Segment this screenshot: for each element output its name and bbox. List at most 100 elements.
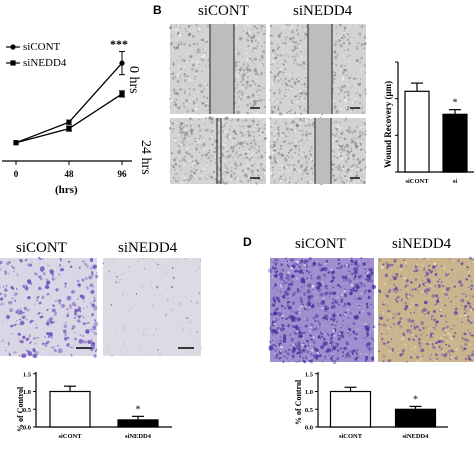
micrograph-b-sicont-0h-cell	[193, 82, 194, 84]
micrograph-b-sicont-0h-cell	[254, 82, 257, 86]
micrograph-b-sicont-0h-cell-highlight	[181, 26, 183, 28]
micrograph-b-sicont-0h-cell	[195, 98, 198, 101]
micrograph-b-sicont-0h-cell	[249, 58, 251, 60]
micrograph-b-sicont-0h-cell	[198, 47, 200, 50]
bar-si	[442, 113, 468, 173]
micrograph-b-sicont-0h-cell-highlight	[196, 61, 199, 64]
micrograph-b-sicont-0h-cell	[244, 99, 246, 101]
micrograph-b-sicont-0h-cell-highlight	[237, 67, 239, 68]
micrograph-b-sicont-0h-cell	[176, 80, 180, 83]
micrograph-b-sicont-0h-cell	[202, 38, 205, 42]
micrograph-b-sicont-0h-cell	[179, 40, 182, 43]
micrograph-b-sicont-0h-cell-highlight	[239, 100, 242, 103]
panel-c-header-sinedd4: siNEDD4	[118, 240, 178, 256]
bar-siCONT	[404, 90, 430, 173]
micrograph-b-sicont-0h-cell	[206, 96, 209, 100]
micrograph-b-sicont-0h-cell-highlight	[178, 35, 181, 37]
micrograph-b-sicont-0h-cell-highlight	[203, 53, 206, 57]
bar-siNEDD4	[394, 408, 437, 428]
legend-marker-sicont	[10, 44, 16, 50]
micrograph-b-sicont-0h-cell-highlight	[244, 22, 246, 26]
micrograph-b-sicont-0h-cell	[263, 87, 265, 89]
micrograph-b-sicont-0h-cell	[184, 27, 186, 30]
micrograph-b-sicont-0h-cell	[242, 62, 246, 67]
micrograph-b-sicont-0h-cell-highlight	[243, 43, 246, 46]
micrograph-b-sicont-0h-cell	[263, 53, 265, 55]
micrograph-b-sicont-0h-cell	[207, 58, 209, 61]
micrograph-b-sicont-0h-cell	[187, 100, 189, 103]
bar-chart-y-tick-label: 1.5	[305, 371, 314, 378]
bar-chart-invasion_d: 0.0 0.5 1.0 1.5 siCONT siNEDD4 *	[305, 371, 448, 440]
micrograph-b-sicont-0h-cell	[175, 98, 178, 101]
micrograph-b-sicont-0h-cell-highlight	[191, 79, 193, 81]
micrograph-b-sicont-0h-cell	[173, 104, 175, 106]
micrograph-b-sicont-0h-cell	[184, 106, 186, 109]
micrograph-b-sicont-0h-cell	[201, 102, 205, 105]
micrograph-b-sicont-0h-cell	[249, 102, 251, 105]
micrograph-b-sicont-0h-cell	[185, 98, 189, 102]
micrograph-b-sicont-0h-cell	[235, 63, 238, 67]
micrograph-b-sicont-0h-cell	[180, 88, 183, 91]
panel-c-header-sicont: siCONT	[16, 240, 67, 256]
micrograph-b-sicont-0h-cell	[260, 45, 263, 47]
micrograph-b-sicont-0h-cell	[236, 101, 238, 103]
micrograph-b-sicont-0h-cell	[201, 90, 204, 93]
micrograph-b-sicont-0h-cell	[236, 110, 240, 114]
micrograph-b-sicont-0h-cell	[252, 71, 255, 73]
micrograph-b-sinedd4-0h-cell	[290, 109, 293, 112]
micrograph-b-sicont-0h-cell-highlight	[196, 82, 199, 85]
micrograph-b-sicont-0h-cell	[200, 38, 203, 41]
micrograph-b-sicont-0h-cell	[243, 75, 246, 77]
micrograph-b-sicont-0h-cell	[256, 31, 260, 35]
micrograph-b-sicont-0h-cell-highlight	[196, 64, 199, 67]
micrograph-b-sicont-0h-cell	[203, 51, 204, 53]
micrograph-b-sicont-0h-cell-highlight	[254, 112, 258, 115]
micrograph-b-sicont-0h	[169, 22, 267, 115]
micrograph-b-sicont-0h-cell-highlight	[200, 71, 203, 74]
micrograph-b-sicont-0h-cell	[253, 47, 257, 51]
micrograph-b-sicont-0h-cell	[245, 31, 249, 35]
bar-significance-marker: *	[136, 404, 141, 415]
panel-d-header-sinedd4: siNEDD4	[392, 236, 452, 252]
micrograph-b-sicont-0h-cell	[246, 64, 250, 68]
micrograph-b-sicont-0h-cell	[239, 99, 242, 102]
micrograph-b-sicont-0h-cell-highlight	[261, 66, 264, 68]
micrograph-b-sicont-0h-cell	[200, 57, 204, 61]
micrograph-b-sicont-0h-cell	[192, 35, 195, 38]
micrograph-b-sicont-0h-cell	[246, 103, 249, 107]
micrograph-b-sicont-0h-cell-highlight	[194, 107, 198, 111]
micrograph-b-sicont-0h-cell-highlight	[255, 105, 257, 107]
micrograph-b-sicont-0h-cell	[202, 59, 204, 61]
micrograph-b-sicont-0h-cell-highlight	[245, 47, 247, 50]
micrograph-b-sicont-0h-cell	[260, 72, 263, 75]
micrograph-b-sicont-0h-cell	[256, 44, 258, 48]
micrograph-b-sicont-0h-cell	[172, 78, 174, 80]
micrograph-b-sicont-0h-cell	[239, 97, 242, 100]
micrograph-b-sicont-0h-cell	[256, 73, 259, 76]
micrograph-b-sicont-0h-cell	[246, 30, 249, 32]
micrograph-b-sicont-0h-cell-highlight	[187, 70, 190, 72]
micrograph-b-sicont-0h-cell-highlight	[246, 58, 249, 61]
micrograph-b-sicont-0h-cell	[184, 75, 187, 78]
micrograph-b-sicont-0h-cell	[262, 50, 266, 54]
micrograph-b-sicont-0h-cell-highlight	[179, 27, 181, 29]
micrograph-b-sicont-0h-cell	[183, 42, 186, 46]
micrograph-b-sicont-0h-cell	[248, 57, 252, 60]
micrograph-b-sicont-0h-cell-highlight	[241, 57, 243, 59]
micrograph-b-sinedd4-0h-cell	[335, 63, 338, 66]
micrograph-b-sicont-0h-cell	[246, 68, 250, 72]
micrograph-b-sicont-0h-cell	[173, 76, 177, 79]
micrograph-b-sicont-0h-cell-highlight	[195, 109, 197, 111]
micrograph-b-sicont-0h-cell	[192, 88, 195, 91]
micrograph-b-sicont-0h-cell	[255, 27, 258, 30]
micrograph-b-sicont-0h-cell-highlight	[190, 59, 193, 62]
micrograph-b-sicont-0h-cell-highlight	[255, 98, 257, 101]
micrograph-b-sicont-0h-cell	[246, 111, 249, 114]
micrograph-b-sicont-0h-cell-highlight	[197, 89, 200, 92]
micrograph-b-sicont-0h-cell-highlight	[246, 23, 250, 26]
micrograph-b-sicont-0h-cell	[236, 92, 239, 95]
micrograph-b-sicont-0h-cell	[204, 86, 206, 88]
micrograph-b-sicont-0h-cell-highlight	[248, 38, 250, 40]
micrograph-b-sicont-0h-cell	[234, 87, 236, 89]
micrograph-b-sicont-0h-cell	[263, 105, 266, 109]
